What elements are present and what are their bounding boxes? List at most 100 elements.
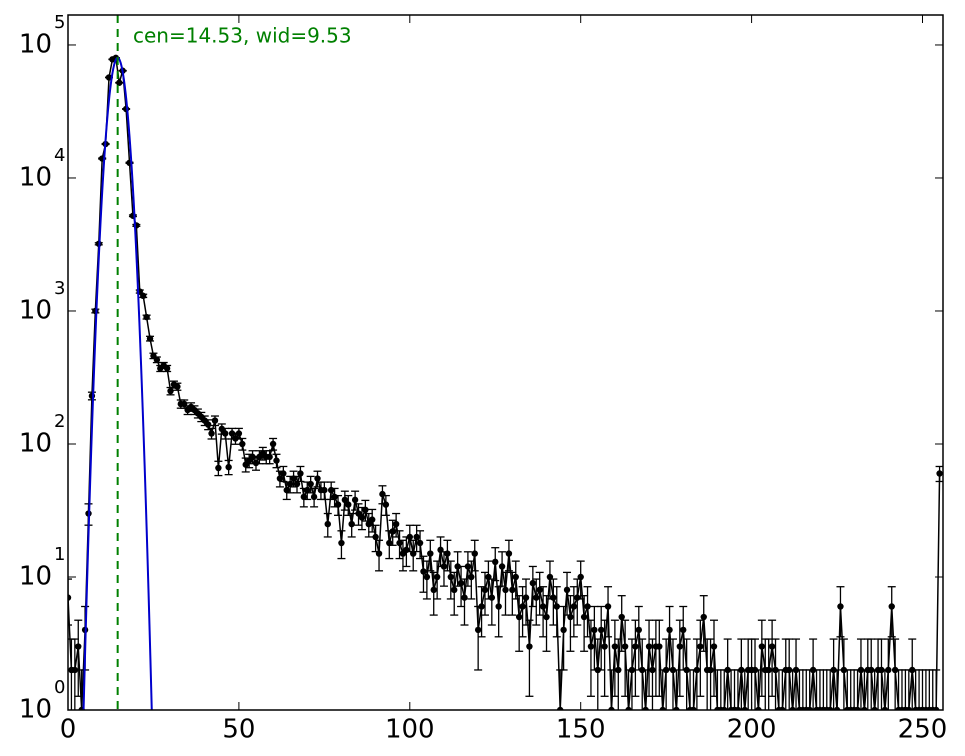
data-point [584, 603, 591, 610]
x-tick-label: 100 [385, 715, 435, 745]
data-point [827, 706, 834, 710]
data-point [365, 520, 372, 528]
data-point [604, 603, 612, 610]
data-point [461, 594, 468, 601]
data-point [556, 706, 564, 710]
data-point [536, 586, 543, 594]
data-point [447, 573, 455, 581]
data-point [533, 594, 540, 601]
data-point [239, 440, 246, 448]
data-point [375, 550, 383, 557]
data-point [570, 603, 578, 610]
x-tick-label: 50 [222, 715, 255, 745]
data-point [553, 603, 560, 610]
data-point [297, 470, 304, 477]
data-point [481, 586, 489, 594]
data-point [416, 539, 424, 547]
data-point [509, 586, 516, 594]
data-point [143, 313, 150, 321]
data-point [382, 501, 390, 508]
data-point [885, 666, 892, 674]
data-point [351, 496, 359, 504]
data-point [758, 643, 766, 650]
data-point [905, 706, 913, 710]
data-point [368, 516, 376, 523]
data-point [163, 365, 171, 372]
data-point [286, 480, 294, 488]
data-point [75, 643, 82, 650]
data-point [225, 463, 232, 471]
data-point [269, 440, 277, 448]
data-point [495, 603, 502, 610]
data-point [789, 706, 796, 710]
y-tick-label: 10 [19, 428, 52, 458]
axes-frame [67, 14, 944, 711]
data-point [444, 550, 451, 557]
data-point [577, 573, 584, 581]
data-point [676, 643, 684, 650]
data-point [314, 475, 321, 482]
data-point [362, 506, 369, 514]
data-point [457, 579, 465, 587]
data-point [211, 417, 219, 424]
data-point [304, 486, 311, 494]
data-point [563, 586, 571, 594]
data-point [700, 613, 707, 621]
y-tick-label: 10 [19, 162, 52, 192]
data-point [659, 706, 666, 710]
data-point [372, 533, 379, 541]
data-point [615, 666, 622, 674]
data-point [806, 706, 813, 710]
data-point [881, 706, 889, 710]
data-point [139, 292, 147, 300]
data-point [515, 613, 523, 621]
data-point [598, 626, 605, 634]
data-point [396, 539, 403, 547]
data-point [550, 594, 557, 601]
data-point [273, 457, 280, 464]
data-point [341, 496, 349, 504]
data-point [587, 643, 595, 650]
data-point [854, 706, 861, 710]
data-point [406, 533, 413, 541]
y-tick-exponent: 0 [54, 677, 65, 698]
data-point [608, 706, 615, 710]
data-point [932, 706, 940, 710]
data-point [413, 533, 420, 541]
data-point [632, 643, 639, 650]
data-point [266, 453, 273, 461]
data-point [936, 470, 943, 477]
data-point [468, 573, 475, 581]
data-point [423, 573, 431, 581]
fit-annotation: cen=14.53, wid=9.53 [133, 24, 352, 48]
data-point [280, 470, 287, 477]
data-point [645, 643, 653, 650]
y-tick-exponent: 2 [54, 411, 65, 432]
data-point [697, 643, 704, 650]
data-point [310, 493, 318, 501]
data-point [721, 706, 728, 710]
data-point [389, 528, 396, 535]
data-point [649, 666, 656, 674]
data-point [888, 603, 895, 610]
data-point [174, 383, 181, 390]
data-point [779, 706, 786, 710]
data-point [252, 459, 260, 467]
data-point [386, 539, 393, 547]
data-point [560, 626, 567, 634]
y-tick-exponent: 3 [54, 278, 65, 299]
data-point [392, 520, 400, 528]
data-point [673, 706, 680, 710]
data-point [146, 335, 154, 342]
y-tick-label: 10 [19, 29, 52, 59]
data-point [539, 603, 547, 610]
data-point [693, 666, 701, 674]
data-point [478, 603, 485, 610]
data-point [215, 464, 222, 472]
data-point [204, 421, 212, 428]
data-point [321, 486, 328, 494]
data-point [611, 643, 619, 650]
data-point [488, 594, 496, 601]
data-point [208, 430, 215, 437]
data-point [690, 706, 697, 710]
